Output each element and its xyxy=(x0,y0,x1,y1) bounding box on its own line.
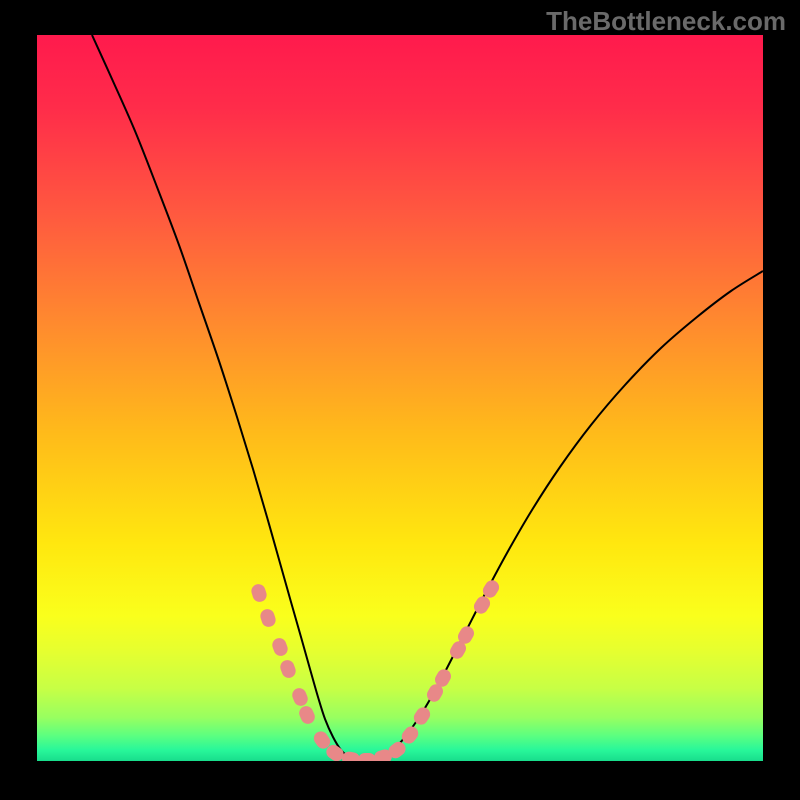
plot-area xyxy=(37,35,763,761)
chart-container: TheBottleneck.com xyxy=(0,0,800,800)
gradient-background xyxy=(37,35,763,761)
watermark-text: TheBottleneck.com xyxy=(546,6,786,37)
